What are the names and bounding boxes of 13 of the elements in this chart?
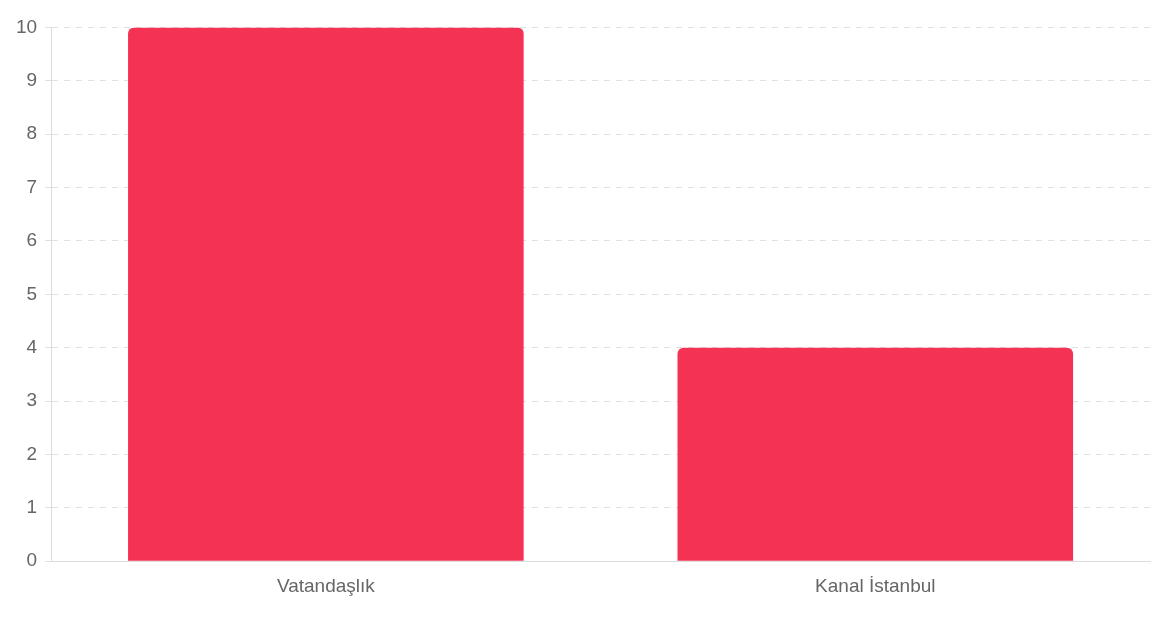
y-tick-label: 1	[26, 496, 38, 518]
x-tick-label: Vatandaşlık	[276, 574, 376, 596]
y-tick-label: 10	[15, 15, 38, 37]
x-tick-label: Kanal İstanbul	[815, 574, 936, 596]
y-tick-label: 3	[26, 389, 38, 411]
y-tick-label: 6	[26, 229, 38, 251]
y-tick-label: 2	[26, 442, 38, 464]
y-tick-label: 7	[26, 175, 38, 197]
y-tick-label: 4	[26, 335, 38, 357]
y-tick-label: 8	[26, 122, 38, 144]
y-tick-label: 5	[26, 282, 38, 304]
y-tick-label: 9	[26, 69, 38, 91]
y-tick-label: 0	[26, 549, 38, 571]
